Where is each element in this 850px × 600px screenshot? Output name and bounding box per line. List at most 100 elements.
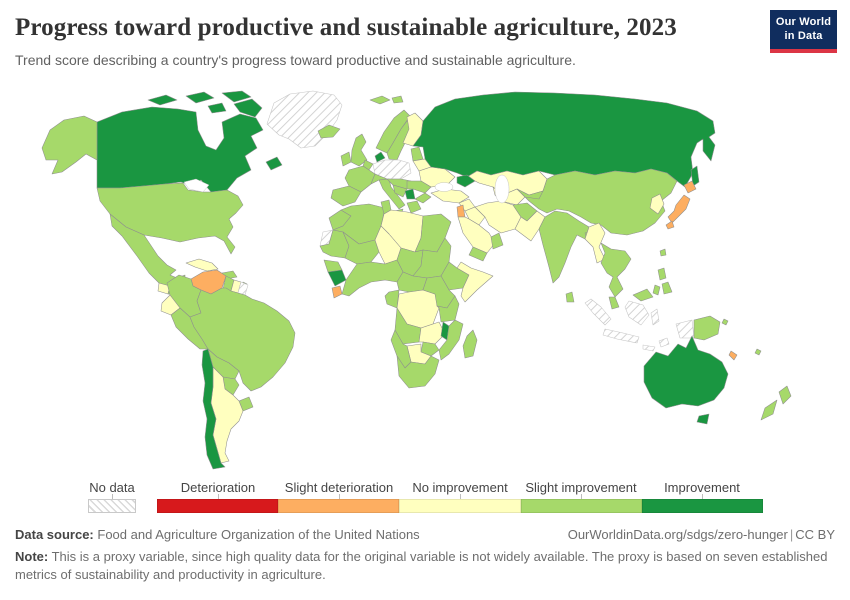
country-west-balkans[interactable] <box>392 184 408 198</box>
owid-logo-line2: in Data <box>784 29 823 42</box>
country-philippines[interactable] <box>652 284 661 296</box>
legend-label-no-data: No data <box>89 480 135 495</box>
country-south-africa[interactable] <box>396 355 440 389</box>
owid-logo-line1: Our World <box>775 15 832 28</box>
data-source-value: Food and Agriculture Organization of the… <box>97 527 420 542</box>
country-alaska[interactable] <box>41 115 98 175</box>
country-indonesia-sumatra[interactable] <box>584 298 612 326</box>
country-denmark[interactable] <box>374 151 386 163</box>
country-iberia[interactable] <box>330 185 362 207</box>
country-malaysia[interactable] <box>632 288 654 302</box>
country-iceland[interactable] <box>317 124 341 139</box>
country-brazil[interactable] <box>189 287 296 392</box>
country-svalbard[interactable] <box>369 95 391 105</box>
country-chile[interactable] <box>201 348 226 470</box>
country-arctic-island[interactable] <box>185 91 215 104</box>
country-sierra-leone-liberia[interactable] <box>331 285 343 299</box>
legend-tick <box>460 494 461 499</box>
country-usa[interactable] <box>96 182 244 255</box>
page-title: Progress toward productive and sustainab… <box>15 14 677 41</box>
country-iraq[interactable] <box>464 206 486 226</box>
legend-swatch-improvement[interactable] <box>641 499 764 513</box>
country-west-africa[interactable] <box>341 259 404 297</box>
page-subtitle: Trend score describing a country's progr… <box>15 52 576 68</box>
country-madagascar[interactable] <box>462 329 478 359</box>
owid-link[interactable]: OurWorldinData.org/sdgs/zero-hunger <box>567 527 788 542</box>
country-canada[interactable] <box>96 106 264 193</box>
legend-label-slight-improvement: Slight improvement <box>525 480 637 495</box>
country-yemen[interactable] <box>468 246 488 262</box>
country-australia[interactable] <box>643 335 729 409</box>
country-indonesia-lesser-sunda[interactable] <box>642 344 656 352</box>
legend-label-no-improvement: No improvement <box>412 480 508 495</box>
country-serbia[interactable] <box>404 188 416 200</box>
country-oman[interactable] <box>490 232 504 250</box>
country-indonesia-java[interactable] <box>602 328 640 344</box>
country-zambia[interactable] <box>418 321 446 345</box>
country-india[interactable] <box>538 210 590 284</box>
country-arctic-island[interactable] <box>221 90 252 103</box>
legend-swatch-no-improvement[interactable] <box>399 499 521 513</box>
country-sri-lanka[interactable] <box>565 291 575 303</box>
country-tasmania[interactable] <box>696 413 710 425</box>
country-guinea[interactable] <box>327 269 347 287</box>
country-indonesia-west-papua[interactable] <box>675 319 695 339</box>
country-japan[interactable] <box>667 194 691 224</box>
legend-swatch-slight-improvement[interactable] <box>520 499 642 513</box>
country-taiwan[interactable] <box>659 248 667 257</box>
country-uk[interactable] <box>350 133 368 167</box>
country-arctic-island[interactable] <box>147 94 178 106</box>
great-lakes <box>183 178 210 193</box>
legend-label-slight-deterioration: Slight deterioration <box>284 480 394 495</box>
note-line: Note: This is a proxy variable, since hi… <box>15 548 835 585</box>
country-indonesia-sulawesi[interactable] <box>650 308 660 326</box>
country-ireland[interactable] <box>340 151 352 167</box>
country-solomon[interactable] <box>721 318 729 326</box>
country-svalbard[interactable] <box>391 95 404 104</box>
country-china-mongolia[interactable] <box>524 168 678 236</box>
country-russia[interactable] <box>412 91 716 188</box>
country-timor[interactable] <box>658 337 670 348</box>
country-newfoundland[interactable] <box>265 156 283 171</box>
note-text: This is a proxy variable, since high qua… <box>15 549 828 583</box>
country-philippines[interactable] <box>657 267 667 281</box>
country-new-zealand[interactable] <box>778 385 792 405</box>
country-fiji[interactable] <box>754 348 762 356</box>
legend-tick <box>112 494 113 499</box>
legend-tick <box>218 494 219 499</box>
country-bulgaria[interactable] <box>414 192 432 204</box>
country-arctic-island[interactable] <box>233 98 263 118</box>
country-sakhalin[interactable] <box>690 165 700 187</box>
owid-logo[interactable]: Our World in Data <box>770 10 837 53</box>
country-indochina[interactable] <box>600 242 632 298</box>
country-kyrgyz-tajik[interactable] <box>516 188 544 200</box>
country-tanzania[interactable] <box>436 295 460 323</box>
legend-swatch-no-data[interactable] <box>88 499 136 513</box>
country-zimbabwe[interactable] <box>420 341 440 357</box>
country-mozambique[interactable] <box>438 319 464 361</box>
country-japan[interactable] <box>665 220 675 230</box>
country-malaysia[interactable] <box>608 296 620 310</box>
country-japan[interactable] <box>683 180 697 194</box>
country-new-zealand[interactable] <box>760 399 778 421</box>
legend-tick <box>581 494 582 499</box>
country-papua-new-guinea[interactable] <box>693 315 721 341</box>
country-new-caledonia[interactable] <box>728 350 738 361</box>
legend-tick <box>702 494 703 499</box>
legend-swatch-deterioration[interactable] <box>157 499 279 513</box>
country-arctic-island[interactable] <box>207 102 227 114</box>
country-gabon-congo[interactable] <box>384 289 400 309</box>
country-baltics[interactable] <box>410 146 424 162</box>
country-philippines[interactable] <box>661 281 673 295</box>
country-somalia[interactable] <box>456 261 494 303</box>
legend-swatch-slight-deterioration[interactable] <box>278 499 400 513</box>
country-greenland[interactable] <box>266 90 343 149</box>
footer: Data source: Food and Agriculture Organi… <box>0 527 850 585</box>
country-turkey[interactable] <box>430 188 470 204</box>
country-cuba[interactable] <box>185 258 219 272</box>
country-caucasus[interactable] <box>456 174 476 188</box>
country-koreas[interactable] <box>649 193 665 215</box>
attribution-line: OurWorldinData.org/sdgs/zero-hunger | CC B… <box>568 527 835 542</box>
country-greece[interactable] <box>406 200 422 214</box>
country-indonesia-borneo[interactable] <box>624 300 650 326</box>
